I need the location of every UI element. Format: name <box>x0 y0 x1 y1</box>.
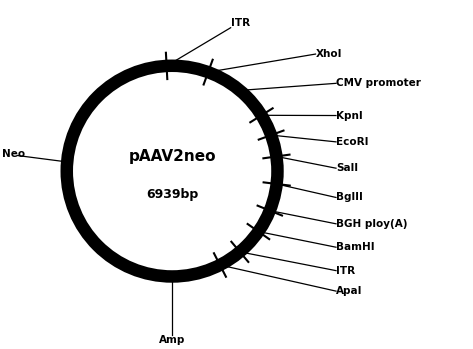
Polygon shape <box>156 273 168 280</box>
Polygon shape <box>251 102 260 113</box>
Text: SalI: SalI <box>336 163 358 173</box>
Text: XhoI: XhoI <box>315 49 342 59</box>
Text: CMV promoter: CMV promoter <box>336 78 421 88</box>
Text: EcoRI: EcoRI <box>336 137 368 147</box>
Text: Amp: Amp <box>159 335 185 345</box>
Text: BglII: BglII <box>336 192 363 202</box>
Text: KpnI: KpnI <box>336 111 363 120</box>
Polygon shape <box>182 62 193 70</box>
Text: BGH ploy(A): BGH ploy(A) <box>336 219 408 229</box>
Text: pAAV2neo: pAAV2neo <box>128 149 216 164</box>
Text: BamHI: BamHI <box>336 242 375 252</box>
Text: ApaI: ApaI <box>336 286 362 296</box>
Polygon shape <box>66 144 74 156</box>
Text: ITR: ITR <box>336 266 355 276</box>
Text: Neo: Neo <box>2 149 26 158</box>
Text: ITR: ITR <box>231 18 250 28</box>
Text: 6939bp: 6939bp <box>146 188 198 201</box>
